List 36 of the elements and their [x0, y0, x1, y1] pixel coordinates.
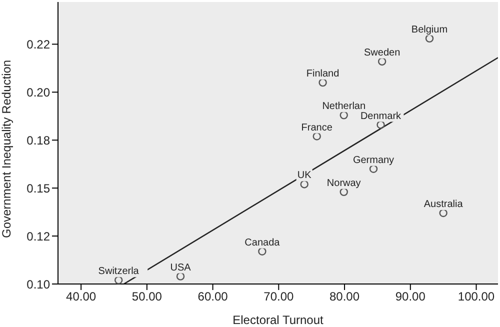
annotation: Switzerla — [98, 266, 140, 278]
x-tick-label: 90.00 — [395, 290, 426, 304]
y-tick-label: 0.22 — [26, 37, 50, 52]
x-tick-label: 70.00 — [264, 290, 294, 304]
point — [340, 111, 348, 120]
annotation: Germany — [352, 154, 394, 166]
annotation: Netherlan — [322, 101, 366, 112]
point — [378, 57, 386, 66]
annotation: Sweden — [364, 47, 400, 58]
annotation: Norway — [326, 178, 361, 189]
point — [312, 132, 321, 140]
annotation: UK — [297, 170, 312, 182]
point — [300, 180, 308, 188]
y-tick-label: 0.15 — [26, 181, 50, 196]
x-tick-label: 50.00 — [132, 290, 162, 304]
x-axis-title: Electoral Turnout — [232, 313, 324, 327]
point — [176, 272, 185, 280]
annotation: Finland — [306, 68, 340, 80]
x-tick-label: 60.00 — [198, 290, 228, 304]
y-tick-label: 0.20 — [26, 85, 50, 100]
y-tick-label: 0.10 — [26, 277, 50, 292]
point — [376, 120, 385, 129]
annotation: Canada — [244, 237, 280, 248]
point — [114, 276, 123, 284]
y-tick-label: 0.12 — [26, 229, 50, 244]
annotation: USA — [170, 262, 192, 274]
point — [258, 247, 266, 256]
annotation: Australia — [424, 199, 464, 210]
annotation: Denmark — [360, 110, 402, 122]
y-tick-label: 0.18 — [26, 133, 50, 148]
x-tick-label: 40.00 — [66, 290, 96, 304]
x-tick-label: 80.00 — [330, 290, 360, 304]
x-tick-label: 100.00 — [458, 290, 495, 304]
y-axis-title: Government Inequality Reduction — [0, 60, 14, 238]
annotation: Belgium — [411, 24, 448, 36]
annotation: France — [301, 122, 333, 134]
